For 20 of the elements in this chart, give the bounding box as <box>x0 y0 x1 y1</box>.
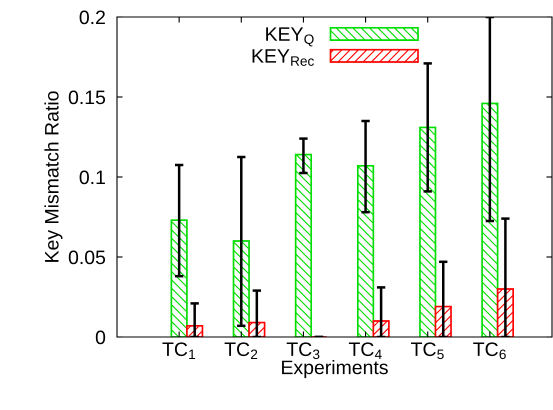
x-tick-label: TC$_{3}$ <box>286 342 320 360</box>
y-tick-label: 0.1 <box>80 170 105 184</box>
bar <box>481 102 498 337</box>
legend-label: KEY$_{Q}$ <box>266 27 314 46</box>
bar <box>419 126 436 337</box>
y-axis-title: Key Mismatch Ratio <box>44 91 62 262</box>
x-tick-label: TC$_{6}$ <box>473 342 506 360</box>
bar <box>170 219 188 337</box>
x-tick-label: TC$_{2}$ <box>224 342 258 359</box>
y-tick-label: 0 <box>96 330 106 344</box>
x-axis-title: Experiments <box>282 360 388 378</box>
bar <box>294 154 312 337</box>
legend-label: KEY$_{Rec}$ <box>252 49 314 66</box>
bar <box>356 164 374 337</box>
y-tick-label: 0.15 <box>68 90 106 104</box>
x-tick-label: TC$_{5}$ <box>411 342 444 360</box>
x-tick-label: TC$_{1}$ <box>162 342 196 359</box>
x-tick-label: TC$_{4}$ <box>348 342 382 359</box>
y-tick-label: 0.2 <box>80 10 105 24</box>
y-tick-label: 0.05 <box>68 250 106 264</box>
